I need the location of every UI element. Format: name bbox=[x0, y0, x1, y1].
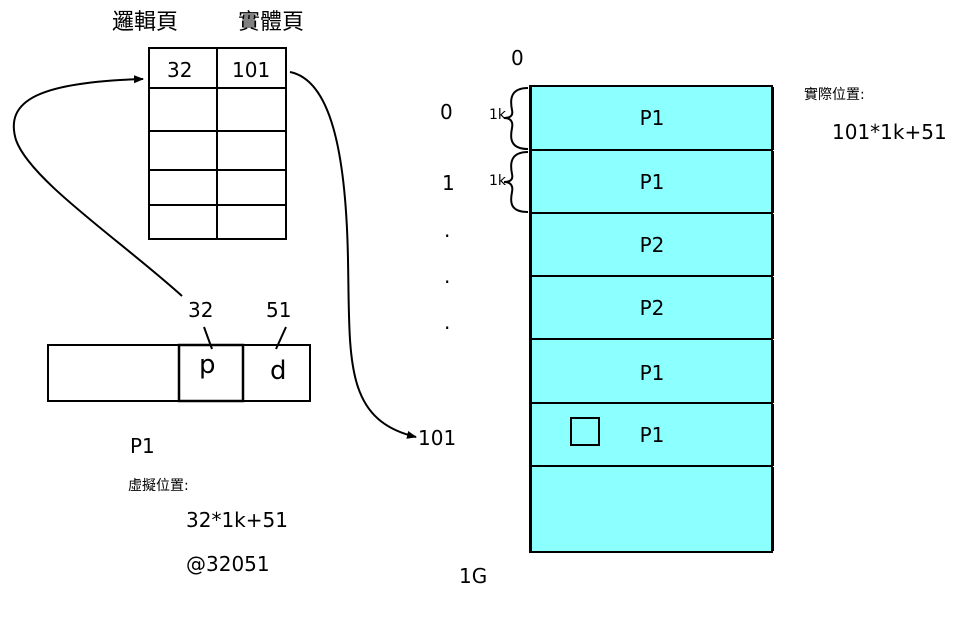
memory-frame: P1 bbox=[530, 340, 774, 403]
memory-frame: P2 bbox=[530, 214, 774, 276]
frame-process-label: P1 bbox=[639, 170, 665, 194]
frame-process-label: P1 bbox=[639, 106, 665, 130]
memory-end-label: 1G bbox=[459, 564, 488, 588]
frame-index-1: 1 bbox=[442, 171, 455, 195]
logical-page-value: 32 bbox=[167, 58, 193, 82]
memory-frame: P1 bbox=[530, 87, 774, 150]
physical-page-value: 101 bbox=[232, 58, 271, 82]
ellipsis-dot-2: . bbox=[444, 264, 451, 288]
logical-page-header: 邏輯頁 bbox=[112, 10, 179, 35]
virtual-address-value: @32051 bbox=[186, 552, 270, 576]
p-field-label: p bbox=[199, 350, 216, 380]
virtual-address-bar bbox=[47, 343, 311, 403]
frame-index-0: 0 bbox=[440, 100, 453, 124]
frame-process-label: P2 bbox=[639, 296, 665, 320]
lookup-arrow bbox=[12, 75, 183, 297]
memory-outline bbox=[529, 85, 773, 553]
frame-process-label: P1 bbox=[639, 423, 665, 447]
physical-address-caption: 實際位置: bbox=[804, 87, 865, 103]
physical-page-header: 實體頁 bbox=[238, 10, 305, 35]
memory-frame: P2 bbox=[530, 277, 774, 339]
mapping-arrow bbox=[289, 71, 417, 439]
frame-process-label: P2 bbox=[639, 233, 665, 257]
d-value: 51 bbox=[266, 298, 292, 322]
physical-address-formula: 101*1k+51 bbox=[832, 120, 947, 144]
virtual-address-caption: 虛擬位置: bbox=[128, 478, 189, 494]
process-label: P1 bbox=[130, 434, 155, 458]
ellipsis-dot-1: . bbox=[444, 218, 451, 242]
ellipsis-dot-3: . bbox=[444, 310, 451, 334]
frame-size-label-1: 1k bbox=[489, 173, 507, 189]
pd-pointers bbox=[203, 326, 287, 350]
p-value: 32 bbox=[188, 298, 214, 322]
frame-size-label-0: 1k bbox=[489, 107, 507, 123]
target-frame-label: 101 bbox=[418, 426, 457, 450]
memory-frame bbox=[530, 467, 774, 551]
frame-size-brace bbox=[503, 87, 529, 213]
d-field-label: d bbox=[270, 356, 287, 386]
memory-start-label: 0 bbox=[511, 46, 524, 70]
frame-process-label: P1 bbox=[639, 361, 665, 385]
page-table bbox=[148, 47, 287, 240]
offset-marker bbox=[570, 417, 600, 446]
virtual-address-formula: 32*1k+51 bbox=[186, 508, 288, 532]
